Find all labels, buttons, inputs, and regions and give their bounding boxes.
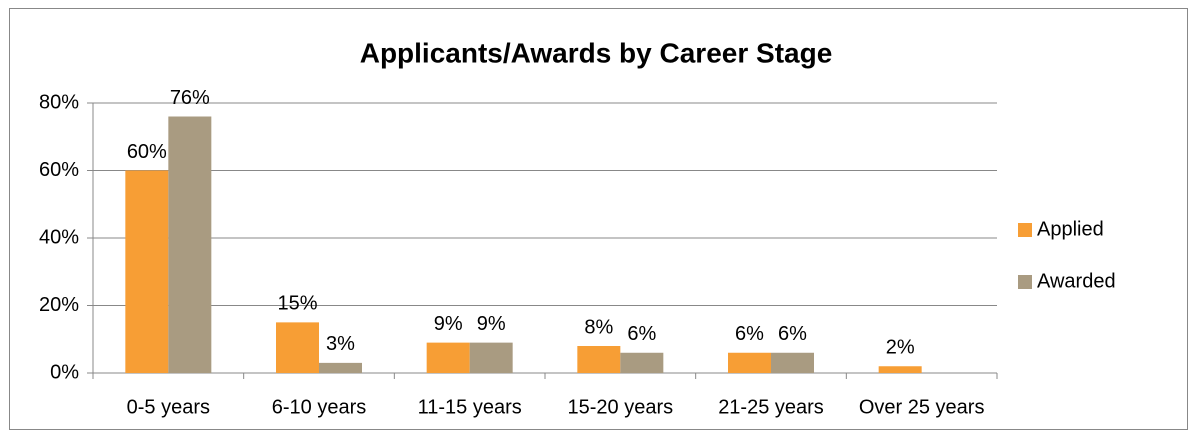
data-label: 76% xyxy=(170,87,210,109)
bar xyxy=(168,116,212,373)
bar xyxy=(426,342,470,373)
x-tick-label: 0-5 years xyxy=(127,396,210,418)
bar xyxy=(728,352,771,373)
bar xyxy=(469,342,513,373)
x-tick-label: 11-15 years xyxy=(418,396,522,418)
data-label: 60% xyxy=(127,141,167,163)
y-tick-label: 20% xyxy=(39,294,79,316)
bar xyxy=(276,322,319,373)
bar xyxy=(319,362,362,373)
bar xyxy=(577,346,621,373)
x-tick-label: 21-25 years xyxy=(718,396,824,418)
y-tick-label: 60% xyxy=(39,159,79,181)
bar xyxy=(771,352,814,373)
legend-label: Applied xyxy=(1037,218,1104,240)
legend-swatch xyxy=(1018,275,1032,289)
data-label: 9% xyxy=(477,313,506,335)
y-tick-label: 80% xyxy=(39,91,79,113)
x-tick-label: Over 25 years xyxy=(859,396,985,418)
legend-label: Awarded xyxy=(1037,270,1116,292)
data-label: 6% xyxy=(778,323,807,345)
x-tick-label: 6-10 years xyxy=(272,396,367,418)
y-tick-label: 40% xyxy=(39,226,79,248)
data-label: 6% xyxy=(627,323,656,345)
chart-title: Applicants/Awards by Career Stage xyxy=(360,37,833,68)
data-label: 9% xyxy=(434,313,463,335)
data-label: 15% xyxy=(277,293,317,315)
data-label: 6% xyxy=(735,323,764,345)
data-label: 2% xyxy=(886,337,915,359)
bar xyxy=(125,170,169,373)
bar xyxy=(620,352,664,373)
data-label: 3% xyxy=(326,333,355,355)
y-tick-label: 0% xyxy=(50,361,79,383)
bar xyxy=(878,366,922,373)
legend-swatch xyxy=(1018,223,1032,237)
x-tick-label: 15-20 years xyxy=(568,396,674,418)
data-label: 8% xyxy=(584,316,613,338)
